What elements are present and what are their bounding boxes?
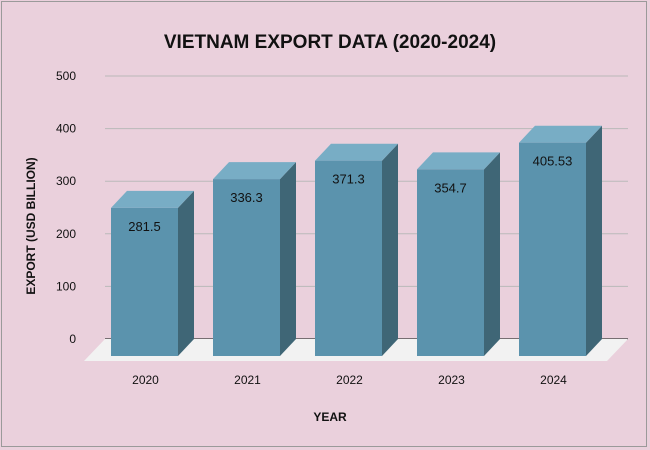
bar-front (315, 160, 382, 356)
bar-2023: 354.7 (417, 152, 500, 356)
y-tick-label: 200 (56, 227, 76, 241)
data-label: 371.3 (332, 172, 365, 187)
bar-side (586, 125, 602, 356)
y-tick-label: 400 (56, 122, 76, 136)
bar-side (280, 162, 296, 356)
y-tick-label: 300 (56, 174, 76, 188)
data-label: 281.5 (128, 219, 161, 234)
y-tick-label: 500 (56, 69, 76, 83)
y-axis-ticks: 0 100 200 300 400 500 (56, 69, 76, 346)
x-axis-ticks: 2020 2021 2022 2023 2024 (132, 373, 567, 387)
bar-front (213, 179, 280, 356)
bar-top (417, 152, 500, 170)
data-label: 405.53 (533, 154, 573, 169)
bar-top (315, 143, 398, 161)
bar-front (417, 169, 484, 356)
bar-top (111, 190, 194, 208)
bar-top (213, 162, 296, 180)
x-tick-label: 2022 (336, 373, 363, 387)
x-axis-label: YEAR (313, 410, 347, 424)
x-tick-label: 2020 (132, 373, 159, 387)
y-tick-label: 0 (69, 332, 76, 346)
bars: 281.5 336.3 371.3 354.7 405.53 (111, 125, 602, 356)
bar-side (178, 190, 194, 356)
data-label: 354.7 (434, 180, 467, 195)
x-tick-label: 2021 (234, 373, 261, 387)
bar-side (382, 143, 398, 356)
data-label: 336.3 (230, 190, 263, 205)
x-tick-label: 2024 (540, 373, 567, 387)
bar-front (519, 142, 586, 356)
bar-2021: 336.3 (213, 162, 296, 356)
y-tick-label: 100 (56, 279, 76, 293)
bar-side (484, 152, 500, 356)
bar-front (111, 207, 178, 356)
x-tick-label: 2023 (438, 373, 465, 387)
bar-2020: 281.5 (111, 190, 194, 356)
bar-2022: 371.3 (315, 143, 398, 356)
bar-top (519, 125, 602, 143)
bar-2024: 405.53 (519, 125, 602, 356)
chart-title: VIETNAM EXPORT DATA (2020-2024) (164, 32, 496, 53)
y-axis-label: EXPORT (USD BILLION) (24, 157, 38, 294)
